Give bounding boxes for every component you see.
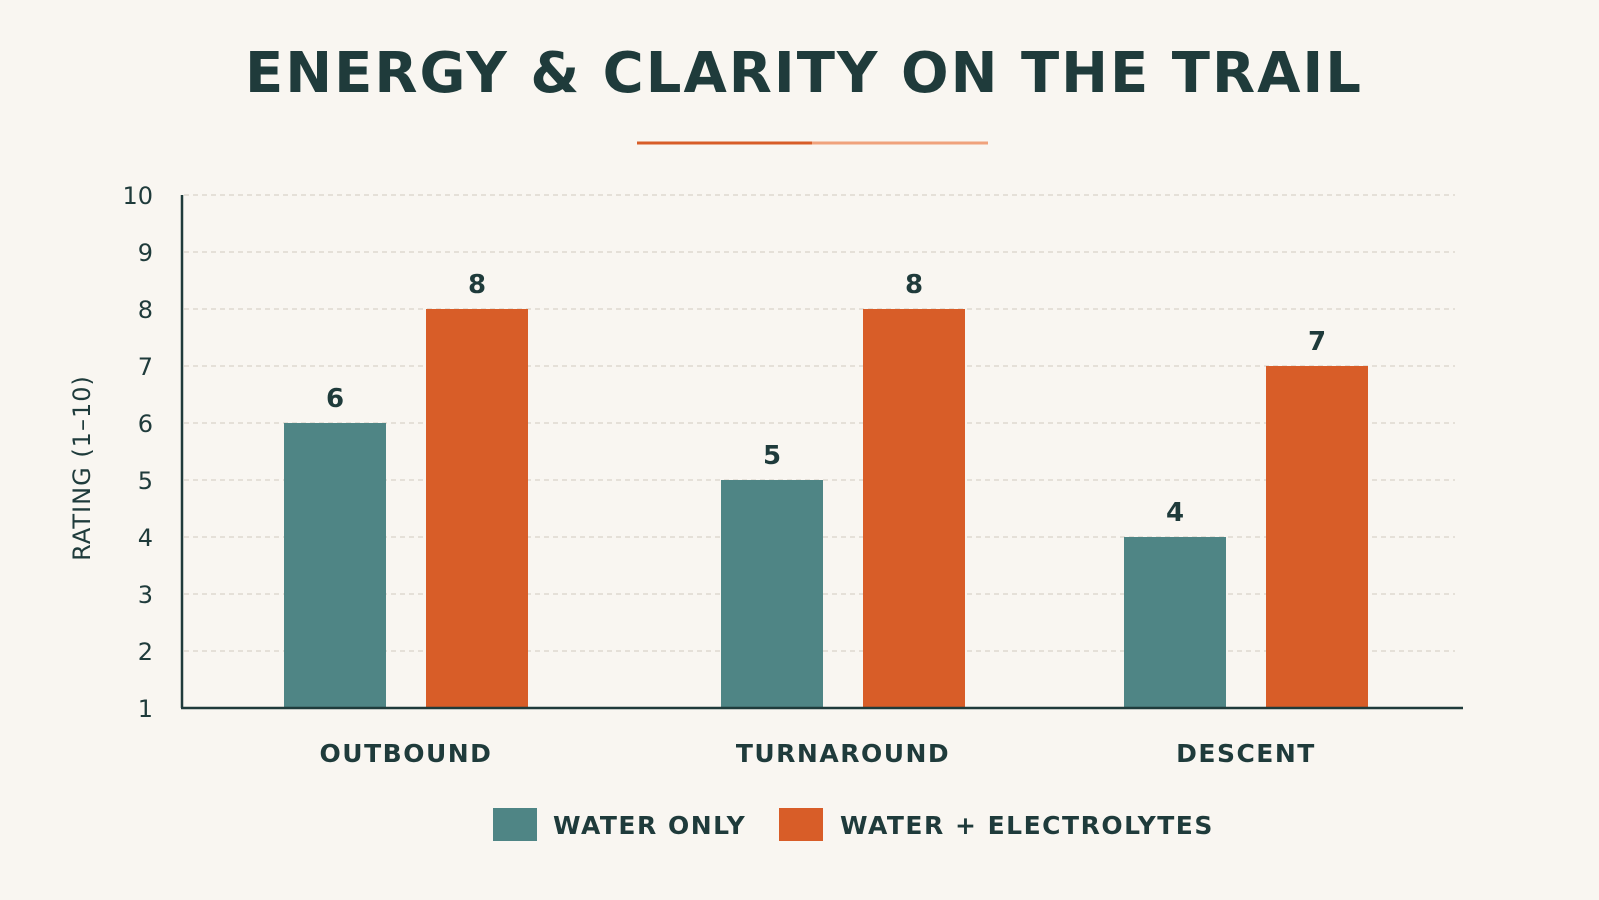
legend: WATER ONLY WATER + ELECTROLYTES — [493, 808, 1214, 841]
bar-outbound-series-2 — [426, 309, 528, 708]
y-tick-label: 3 — [138, 581, 153, 609]
y-tick-label: 6 — [138, 410, 153, 438]
bar-outbound-series-1 — [284, 423, 386, 708]
x-category-label: OUTBOUND — [320, 739, 493, 768]
bar-turnaround-series-1 — [721, 480, 823, 708]
legend-label: WATER ONLY — [553, 811, 746, 840]
y-tick-label: 10 — [122, 182, 153, 210]
y-axis-ticks: 1 2 3 4 5 6 7 8 9 10 — [122, 182, 153, 723]
y-tick-label: 8 — [138, 296, 153, 324]
value-label: 7 — [1308, 327, 1326, 357]
y-tick-label: 5 — [138, 467, 153, 495]
bars — [284, 309, 1368, 708]
value-label: 8 — [905, 270, 923, 300]
x-category-label: TURNAROUND — [736, 739, 950, 768]
bar-descent-series-2 — [1266, 366, 1368, 708]
legend-label: WATER + ELECTROLYTES — [840, 811, 1214, 840]
value-label: 5 — [763, 441, 781, 471]
value-label: 6 — [326, 384, 344, 414]
x-axis-categories: OUTBOUND TURNAROUND DESCENT — [320, 739, 1316, 768]
gridlines — [184, 194, 1455, 652]
y-tick-label: 1 — [138, 695, 153, 723]
value-labels: 6 8 5 8 4 7 — [326, 270, 1326, 528]
y-tick-label: 2 — [138, 638, 153, 666]
y-axis-title: RATING (1–10) — [68, 375, 96, 561]
legend-swatch — [493, 808, 537, 841]
legend-swatch — [779, 808, 823, 841]
chart-title: ENERGY & CLARITY ON THE TRAIL — [245, 41, 1363, 106]
y-tick-label: 7 — [138, 353, 153, 381]
bar-descent-series-1 — [1124, 537, 1226, 708]
y-tick-label: 9 — [138, 239, 153, 267]
value-label: 8 — [468, 270, 486, 300]
x-category-label: DESCENT — [1176, 739, 1316, 768]
value-label: 4 — [1166, 498, 1184, 528]
bar-turnaround-series-2 — [863, 309, 965, 708]
y-tick-label: 4 — [138, 524, 153, 552]
